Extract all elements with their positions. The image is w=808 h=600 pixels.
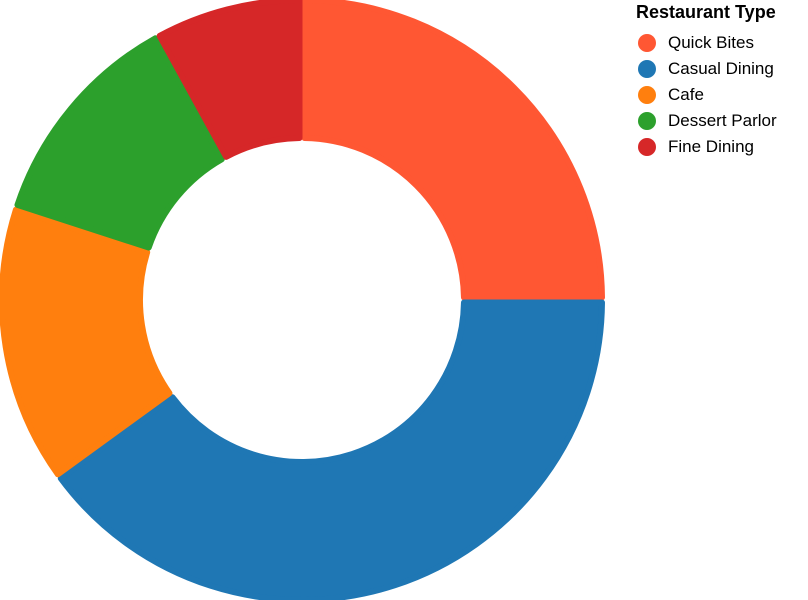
legend: Restaurant Type Quick Bites Casual Dining… [636,2,808,160]
legend-title: Restaurant Type [636,2,776,22]
legend-label-casual-dining: Casual Dining [668,59,774,78]
legend-label-dessert-parlor: Dessert Parlor [668,111,777,130]
legend-swatch-fine-dining [638,138,656,156]
legend-swatch-casual-dining [638,60,656,78]
donut-slices [0,0,605,600]
legend-item-dessert-parlor[interactable]: Dessert Parlor [636,108,808,134]
legend-swatch-cafe [638,86,656,104]
legend-item-fine-dining[interactable]: Fine Dining [636,134,808,160]
legend-item-quick-bites[interactable]: Quick Bites [636,30,808,56]
legend-item-cafe[interactable]: Cafe [636,82,808,108]
legend-swatch-quick-bites [638,34,656,52]
legend-swatch-dessert-parlor [638,112,656,130]
slice-cafe[interactable] [0,206,173,478]
legend-label-quick-bites: Quick Bites [668,33,754,52]
slice-fine-dining[interactable] [156,0,303,160]
legend-label-cafe: Cafe [668,85,704,104]
slice-quick-bites[interactable] [301,0,605,301]
legend-item-casual-dining[interactable]: Casual Dining [636,56,808,82]
legend-label-fine-dining: Fine Dining [668,137,754,156]
slice-dessert-parlor[interactable] [14,35,225,251]
slice-casual-dining[interactable] [57,299,605,600]
legend-items: Quick Bites Casual Dining Cafe Dessert Parl… [636,30,808,160]
